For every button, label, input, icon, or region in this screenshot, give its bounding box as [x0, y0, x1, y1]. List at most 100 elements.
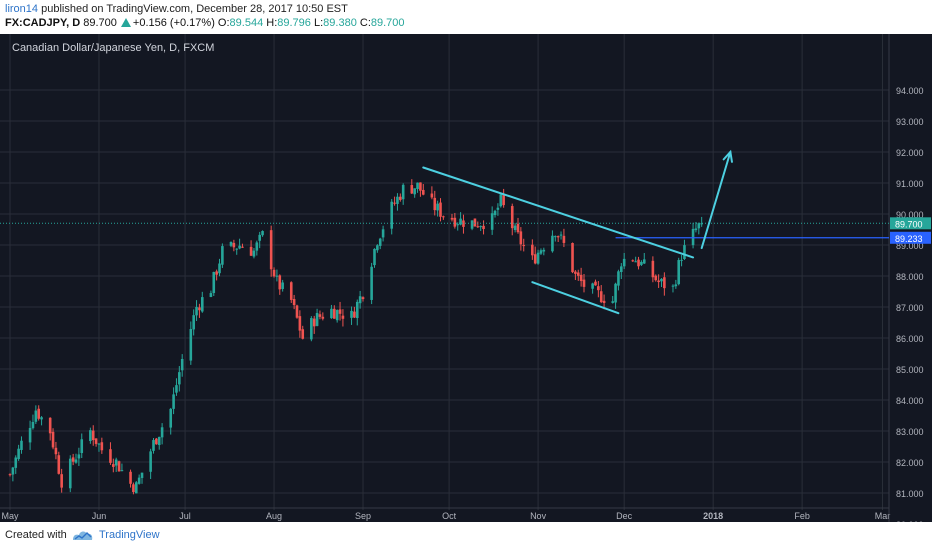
candle-body	[499, 194, 503, 207]
last-price: 89.700	[83, 17, 117, 29]
candle-body	[663, 277, 666, 289]
candle-body	[350, 310, 353, 318]
high-value: 89.796	[277, 17, 311, 29]
y-tick-label: 85.000	[896, 365, 924, 375]
candle-body	[611, 301, 614, 303]
candle-body	[292, 299, 296, 306]
y-tick-label: 94.000	[896, 86, 924, 96]
candle-body	[298, 316, 302, 331]
candle-body	[275, 275, 279, 277]
candle-body	[278, 275, 282, 290]
candle-body	[14, 457, 18, 468]
candle-body	[155, 438, 158, 445]
candle-body	[252, 250, 256, 257]
candle-body	[683, 245, 686, 259]
candle-body	[54, 447, 58, 455]
candle-body	[657, 280, 660, 283]
low-value: 89.380	[323, 17, 357, 29]
candle-body	[312, 318, 316, 327]
candle-body	[700, 223, 703, 225]
candle-body	[152, 440, 155, 451]
candle-body	[249, 246, 253, 256]
candle-body	[338, 309, 342, 314]
candle-body	[112, 464, 115, 467]
candle-body	[436, 203, 439, 211]
candle-body	[212, 271, 216, 293]
y-tick-label: 91.000	[896, 179, 924, 189]
level-price-label: 89.233	[895, 234, 923, 244]
candle-body	[238, 245, 241, 249]
candle-body	[459, 218, 462, 225]
candle-body	[378, 238, 382, 246]
candle-body	[430, 193, 434, 198]
published-text: published on TradingView.com, December 2…	[41, 3, 348, 15]
candle-body	[419, 182, 422, 191]
candle-body	[80, 439, 84, 454]
candle-body	[137, 477, 141, 484]
candle-body	[479, 226, 482, 228]
price-chart[interactable]: 94.000 93.000 92.000 91.000 90.000 89.000 88.0…	[0, 34, 932, 522]
y-tick-label: 82.000	[896, 458, 924, 468]
candle-body	[20, 440, 23, 450]
symbol-label: FX:CADJPY, D	[5, 17, 81, 29]
candle-body	[697, 223, 701, 229]
x-tick-label: Oct	[442, 511, 457, 521]
candle-body	[559, 234, 563, 236]
x-tick-label: Nov	[530, 511, 547, 521]
y-tick-label: 92.000	[896, 148, 924, 158]
candle-body	[410, 185, 414, 194]
tradingview-logo-icon	[73, 531, 93, 540]
candle-body	[574, 271, 577, 274]
candle-body	[401, 184, 405, 200]
candle-body	[100, 442, 104, 451]
candle-body	[301, 329, 305, 339]
candle-body	[318, 314, 322, 317]
y-tick-label: 93.000	[896, 117, 924, 127]
candle-body	[617, 271, 620, 286]
candle-body	[89, 430, 92, 442]
x-tick-label: Mar	[875, 511, 891, 521]
high-label: H:	[266, 17, 278, 29]
candle-body	[490, 213, 494, 230]
candle-body	[289, 282, 293, 300]
candle-body	[132, 484, 135, 493]
candle-body	[510, 206, 514, 229]
candle-body	[482, 225, 485, 230]
candle-body	[416, 182, 419, 189]
candle-body	[677, 260, 681, 285]
candle-body	[37, 408, 40, 419]
candle-body	[620, 266, 623, 273]
x-tick-label: Aug	[266, 511, 282, 521]
candle-body	[579, 274, 583, 282]
candle-body	[531, 244, 534, 256]
y-tick-label: 81.000	[896, 489, 924, 499]
candle-body	[358, 296, 362, 304]
candle-body	[536, 252, 540, 264]
candle-body	[651, 260, 655, 278]
candle-body	[473, 218, 477, 227]
candle-body	[71, 457, 75, 462]
y-tick-label: 90.000	[896, 210, 924, 220]
tradingview-brand[interactable]: TradingView	[99, 529, 160, 541]
candle-body	[330, 308, 333, 319]
candle-body	[157, 436, 161, 445]
candle-body	[450, 217, 454, 220]
candle-body	[189, 329, 193, 361]
candle-body	[554, 236, 557, 238]
candle-body	[235, 248, 239, 250]
projection-arrow	[700, 151, 732, 250]
candle-body	[413, 188, 416, 195]
candle-body	[556, 236, 560, 238]
y-tick-label: 89.000	[896, 241, 924, 251]
candle-body	[640, 261, 643, 265]
x-tick-label: 2018	[703, 511, 723, 521]
candle-body	[241, 246, 244, 248]
candle-body	[229, 241, 233, 246]
chart-canvas[interactable]: 94.000 93.000 92.000 91.000 90.000 89.000 88.0…	[0, 34, 932, 522]
candle-body	[341, 315, 345, 319]
arrow-head	[722, 149, 733, 163]
author-link[interactable]: liron14	[5, 3, 39, 15]
candle-body	[117, 461, 121, 472]
x-tick-label: Jun	[92, 511, 107, 521]
candle-body	[399, 196, 402, 200]
